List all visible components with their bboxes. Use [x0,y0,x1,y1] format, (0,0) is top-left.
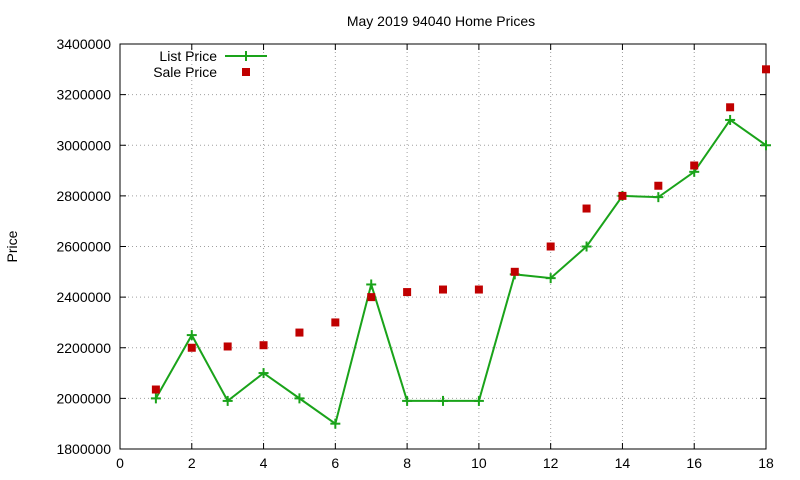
y-tick-label: 2400000 [56,289,111,305]
plus-marker [473,395,484,406]
plus-marker [581,241,592,252]
plus-marker [725,114,736,125]
series [150,65,771,429]
plus-marker [186,330,197,341]
series-sale-price [151,65,770,394]
legend-label: List Price [159,48,217,64]
series-line [155,118,767,426]
plus-marker [294,393,305,404]
plus-marker [330,418,341,429]
plus-marker [545,273,556,284]
x-tick-label: 16 [686,455,702,471]
x-tick-label: 18 [758,455,774,471]
square-marker [259,341,268,350]
y-tick-label: 2000000 [56,390,111,406]
plus-marker [222,395,233,406]
square-marker [474,285,483,294]
chart-title: May 2019 94040 Home Prices [347,13,535,29]
y-tick-label: 3200000 [56,87,111,103]
square-marker [762,65,770,74]
x-tick-label: 2 [188,455,196,471]
x-tick-label: 12 [543,455,559,471]
square-marker [367,293,376,302]
square-marker [439,285,447,294]
series-list-price [150,114,771,429]
square-marker [618,191,627,200]
legend-item: Sale Price [153,64,250,80]
square-marker [510,267,519,276]
square-marker [331,318,340,327]
square-marker [546,242,555,251]
x-tick-label: 8 [403,455,411,471]
plus-marker [402,395,413,406]
axes [119,43,767,450]
square-marker [223,342,232,351]
square-marker [690,161,699,170]
legend-swatch-square [242,68,250,76]
grid [120,44,766,449]
square-marker [582,204,591,213]
legend-label: Sale Price [153,64,217,80]
plus-marker [366,279,377,290]
tick-labels: 0 2 4 6 8 10 12 14 16 18 1800000 2000000 2200000 2400… [56,36,774,471]
square-marker [187,343,196,352]
plus-marker [150,393,161,404]
x-tick-label: 6 [331,455,339,471]
y-tick-label: 1800000 [56,441,111,457]
square-marker [654,181,663,190]
x-tick-label: 10 [471,455,487,471]
square-marker [403,288,412,297]
plus-marker [438,395,448,406]
y-tick-label: 2600000 [56,239,111,255]
plus-marker [761,140,771,151]
square-marker [726,103,735,112]
x-tick-label: 0 [116,455,124,471]
x-tick-label: 4 [260,455,268,471]
y-tick-label: 3000000 [56,137,111,153]
y-tick-label: 3400000 [56,36,111,52]
y-axis-label: Price [4,230,20,262]
plus-marker [258,368,269,379]
square-marker [295,328,304,337]
x-tick-label: 14 [615,455,631,471]
y-tick-label: 2800000 [56,188,111,204]
legend-item: List Price [159,48,267,64]
square-marker [151,385,160,394]
y-tick-label: 2200000 [56,340,111,356]
plus-marker [653,192,664,203]
